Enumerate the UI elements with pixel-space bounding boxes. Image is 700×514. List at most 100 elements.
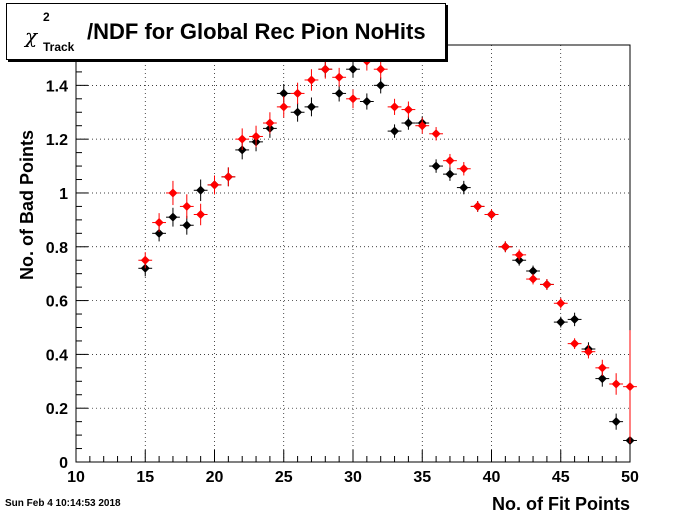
marker (487, 209, 496, 219)
data-point (540, 279, 554, 290)
x-tick-label: 30 (344, 469, 362, 486)
data-point (387, 98, 402, 115)
data-point (526, 273, 540, 285)
marker (514, 250, 524, 260)
data-point (470, 201, 485, 212)
marker (597, 363, 607, 373)
data-point (484, 209, 499, 220)
data-point (304, 69, 319, 91)
data-point (512, 249, 527, 261)
marker (362, 96, 372, 106)
marker (154, 218, 164, 228)
data-point (567, 338, 582, 350)
x-tick-label: 20 (206, 469, 224, 486)
data-point (332, 85, 347, 102)
x-tick-label: 45 (552, 469, 570, 486)
timestamp: Sun Feb 4 10:14:53 2018 (5, 498, 121, 509)
marker (279, 88, 289, 98)
marker (403, 118, 413, 128)
marker (182, 201, 192, 211)
marker (597, 374, 607, 384)
marker (459, 183, 469, 193)
marker (459, 164, 469, 174)
data-point (401, 101, 416, 118)
series-0 (138, 61, 637, 454)
marker (417, 121, 427, 131)
data-point (415, 117, 430, 134)
data-point (290, 102, 305, 122)
data-point (359, 93, 374, 110)
data-point (609, 413, 624, 430)
data-point (595, 359, 610, 376)
marker (251, 131, 261, 141)
data-point (166, 180, 180, 206)
marker (348, 94, 358, 104)
data-point (138, 252, 153, 269)
marker (168, 212, 178, 222)
series-1 (138, 51, 637, 444)
marker (445, 169, 455, 179)
data-point (193, 203, 208, 226)
x-tick-label: 35 (413, 469, 431, 486)
y-tick-label: 0.2 (46, 401, 68, 418)
marker (403, 105, 413, 115)
marker (542, 279, 552, 289)
marker (431, 129, 441, 139)
data-point (346, 89, 360, 109)
marker (237, 134, 247, 144)
data-point (235, 128, 250, 150)
data-point (332, 67, 347, 87)
marker (583, 347, 593, 357)
marker (611, 379, 621, 389)
data-point (318, 59, 333, 79)
marker (390, 126, 400, 136)
marker (431, 161, 441, 171)
x-tick-label: 15 (136, 469, 154, 486)
data-point (401, 116, 416, 130)
marker (334, 72, 344, 82)
marker (196, 185, 206, 195)
marker (223, 172, 233, 182)
marker (348, 64, 358, 74)
marker (528, 266, 538, 276)
data-points (138, 51, 637, 454)
data-point (429, 127, 443, 141)
data-point (387, 124, 402, 138)
marker (556, 298, 566, 308)
marker (320, 64, 330, 74)
title-subscript: Track (43, 40, 75, 54)
x-tick-label: 50 (621, 469, 639, 486)
data-point (373, 77, 388, 94)
data-point (553, 297, 568, 309)
marker (334, 88, 344, 98)
x-tick-label: 10 (67, 469, 85, 486)
marker (473, 201, 483, 211)
marker (306, 102, 316, 112)
marker (611, 417, 621, 427)
marker (306, 75, 316, 85)
data-point (429, 159, 443, 173)
marker (376, 64, 386, 74)
data-point (498, 241, 513, 253)
title-superscript: 2 (43, 10, 50, 24)
marker (528, 274, 538, 284)
marker (210, 180, 219, 190)
axes: 10 15 20 25 30 35 40 45 50 0 0.2 0.4 0.6 0.8 1 1.2 1.4 (46, 44, 639, 486)
data-point (179, 215, 194, 235)
marker (625, 382, 635, 392)
data-point (207, 175, 222, 195)
data-point (581, 344, 596, 359)
marker (570, 339, 580, 349)
data-point (276, 96, 291, 118)
y-tick-label: 1 (59, 186, 68, 203)
marker (168, 188, 178, 198)
marker (556, 317, 566, 327)
data-point (179, 194, 194, 219)
marker (196, 209, 206, 219)
chart-title-box: χ 2 Track /NDF for Global Rec Pion NoHit… (6, 3, 446, 60)
data-point (263, 112, 277, 134)
data-point (193, 179, 208, 202)
marker (182, 220, 192, 230)
data-point (304, 97, 319, 117)
data-point (623, 330, 637, 444)
